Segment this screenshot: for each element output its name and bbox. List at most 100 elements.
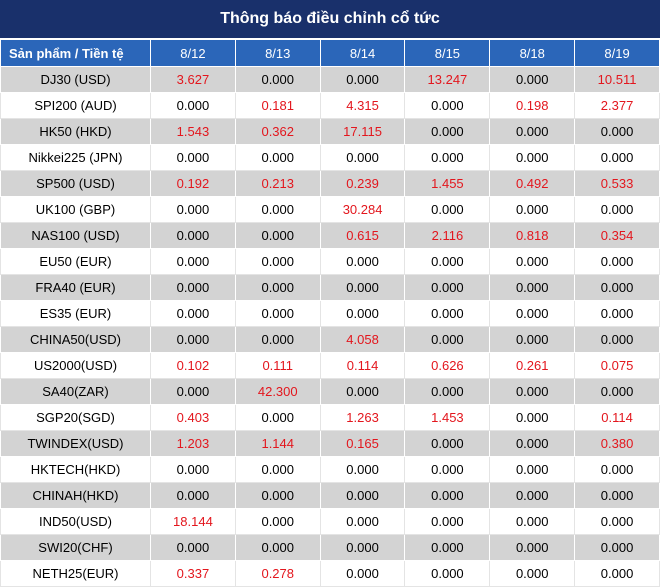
dividend-value-cell: 0.102 [150,352,236,379]
table-row: TWINDEX(USD) 1.203 1.144 0.165 0.000 0.000 0.3… [0,430,660,457]
dividend-value-cell: 18.144 [150,508,236,535]
dividend-value-cell: 0.000 [574,300,660,327]
dividend-value-cell: 0.380 [574,430,660,457]
dividend-value-cell: 0.000 [489,404,576,431]
dividend-value-cell: 0.000 [319,66,406,93]
table-row: HKTECH(HKD) 0.000 0.000 0.000 0.000 0.000 0.00… [0,456,660,483]
product-cell: SA40(ZAR) [0,378,151,405]
dividend-value-cell: 0.000 [489,300,576,327]
dividend-value-cell: 0.000 [150,326,236,353]
product-cell: NETH25(EUR) [0,560,151,587]
column-header-product: Sản phẩm / Tiền tệ [0,39,151,67]
dividend-value-cell: 4.315 [319,92,406,119]
dividend-value-cell: 0.818 [489,222,576,249]
dividend-value-cell: 0.213 [234,170,321,197]
dividend-value-cell: 1.203 [150,430,236,457]
dividend-value-cell: 0.000 [234,248,321,275]
product-cell: US2000(USD) [0,352,151,379]
column-header-date: 8/14 [319,39,406,67]
dividend-value-cell: 0.000 [574,560,660,587]
dividend-value-cell: 10.511 [574,66,660,93]
product-cell: Nikkei225 (JPN) [0,144,151,171]
dividend-value-cell: 0.492 [489,170,576,197]
dividend-value-cell: 0.000 [489,534,576,561]
table-row: US2000(USD) 0.102 0.111 0.114 0.626 0.261 0.07… [0,352,660,379]
dividend-value-cell: 0.362 [234,118,321,145]
dividend-value-cell: 0.000 [404,144,491,171]
dividend-value-cell: 0.000 [234,482,321,509]
dividend-value-cell: 0.000 [319,378,406,405]
product-cell: IND50(USD) [0,508,151,535]
dividend-value-cell: 0.000 [574,508,660,535]
column-header-date: 8/18 [489,39,576,67]
page-title: Thông báo điều chỉnh cổ tức [0,0,660,39]
dividend-value-cell: 0.000 [404,326,491,353]
table-row: CHINA50(USD) 0.000 0.000 4.058 0.000 0.000 0.0… [0,326,660,353]
dividend-value-cell: 0.000 [319,300,406,327]
table-row: CHINAH(HKD) 0.000 0.000 0.000 0.000 0.000 0.00… [0,482,660,509]
dividend-value-cell: 0.403 [150,404,236,431]
product-cell: ES35 (EUR) [0,300,151,327]
dividend-value-cell: 0.000 [574,482,660,509]
dividend-value-cell: 1.263 [319,404,406,431]
dividend-value-cell: 0.000 [489,456,576,483]
dividend-value-cell: 0.000 [319,508,406,535]
product-cell: SWI20(CHF) [0,534,151,561]
dividend-value-cell: 0.000 [404,508,491,535]
dividend-value-cell: 0.111 [234,352,321,379]
dividend-value-cell: 0.278 [234,560,321,587]
product-cell: DJ30 (USD) [0,66,151,93]
product-cell: EU50 (EUR) [0,248,151,275]
dividend-value-cell: 0.114 [319,352,406,379]
dividend-value-cell: 0.000 [150,222,236,249]
dividend-value-cell: 42.300 [234,378,321,405]
dividend-value-cell: 0.000 [574,326,660,353]
dividend-value-cell: 0.000 [489,508,576,535]
dividend-value-cell: 0.000 [234,222,321,249]
dividend-value-cell: 0.000 [574,248,660,275]
dividend-table: Sản phẩm / Tiền tệ 8/12 8/13 8/14 8/15 8… [0,39,660,587]
dividend-value-cell: 0.000 [234,508,321,535]
product-cell: HK50 (HKD) [0,118,151,145]
dividend-value-cell: 0.000 [574,274,660,301]
dividend-value-cell: 0.615 [319,222,406,249]
table-row: SA40(ZAR) 0.000 42.300 0.000 0.000 0.000 0.000 [0,378,660,405]
table-row: SP500 (USD) 0.192 0.213 0.239 1.455 0.492 0.53… [0,170,660,197]
dividend-value-cell: 0.000 [404,300,491,327]
table-row: IND50(USD) 18.144 0.000 0.000 0.000 0.000 0.00… [0,508,660,535]
table-row: SPI200 (AUD) 0.000 0.181 4.315 0.000 0.198 2.3… [0,92,660,119]
dividend-value-cell: 0.000 [404,92,491,119]
dividend-value-cell: 0.000 [574,456,660,483]
table-row: NAS100 (USD) 0.000 0.000 0.615 2.116 0.818 0.3… [0,222,660,249]
product-cell: SPI200 (AUD) [0,92,151,119]
dividend-value-cell: 0.000 [574,144,660,171]
dividend-value-cell: 0.000 [234,144,321,171]
dividend-value-cell: 0.000 [319,456,406,483]
dividend-value-cell: 2.116 [404,222,491,249]
dividend-value-cell: 13.247 [404,66,491,93]
dividend-value-cell: 0.000 [489,274,576,301]
dividend-value-cell: 0.000 [319,560,406,587]
dividend-value-cell: 0.000 [404,378,491,405]
table-row: ES35 (EUR) 0.000 0.000 0.000 0.000 0.000 0.000 [0,300,660,327]
column-header-date: 8/12 [150,39,236,67]
dividend-value-cell: 0.000 [489,326,576,353]
product-cell: HKTECH(HKD) [0,456,151,483]
column-header-date: 8/15 [404,39,491,67]
dividend-value-cell: 0.198 [489,92,576,119]
dividend-value-cell: 0.000 [489,378,576,405]
dividend-value-cell: 0.626 [404,352,491,379]
dividend-value-cell: 0.114 [574,404,660,431]
dividend-value-cell: 0.000 [234,404,321,431]
dividend-value-cell: 0.000 [319,482,406,509]
dividend-value-cell: 3.627 [150,66,236,93]
dividend-value-cell: 0.000 [150,274,236,301]
dividend-value-cell: 0.000 [489,482,576,509]
dividend-value-cell: 0.000 [574,534,660,561]
dividend-value-cell: 0.000 [489,118,576,145]
dividend-value-cell: 0.000 [404,248,491,275]
dividend-value-cell: 1.453 [404,404,491,431]
dividend-value-cell: 0.000 [150,92,236,119]
dividend-value-cell: 0.000 [404,430,491,457]
